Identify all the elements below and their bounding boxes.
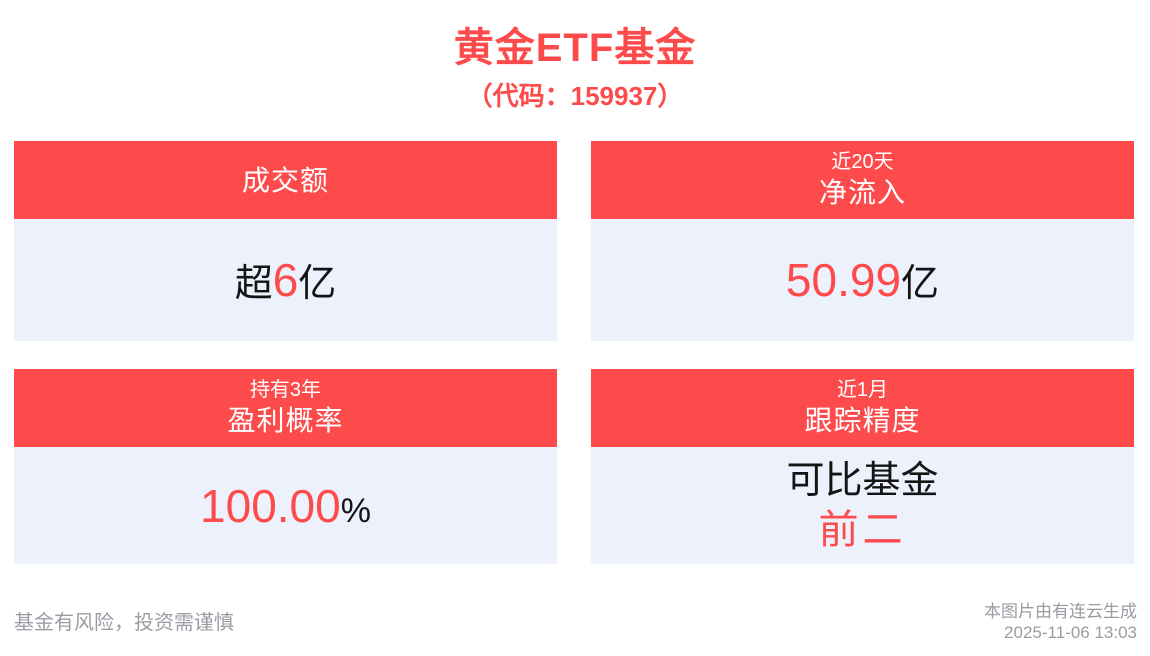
value-unit: 亿 xyxy=(298,263,337,305)
watermark-credit: 本图片由有连云生成 xyxy=(984,602,1137,621)
card-profit-probability-period: 持有3年 xyxy=(249,379,322,401)
card-profit-probability-body: 100.00% xyxy=(14,447,557,564)
card-tracking-accuracy-value-line2: 前二 xyxy=(819,510,907,550)
value-number: 50.99 xyxy=(785,254,902,306)
card-net-inflow: 近20天 净流入 50.99亿 xyxy=(591,141,1134,341)
card-profit-probability-value: 100.00% xyxy=(200,483,371,529)
card-profit-probability-header: 持有3年 盈利概率 xyxy=(14,369,557,447)
card-tracking-accuracy: 近1月 跟踪精度 可比基金 前二 xyxy=(591,369,1134,564)
value-number: 6 xyxy=(272,254,299,306)
card-turnover-body: 超6亿 xyxy=(14,219,557,341)
card-turnover: 成交额 超6亿 xyxy=(14,141,557,341)
value-unit: 亿 xyxy=(901,263,940,305)
value-prefix: 超 xyxy=(234,263,273,305)
page-title: 黄金ETF基金 xyxy=(453,26,697,70)
card-tracking-accuracy-value-line1: 可比基金 xyxy=(786,462,938,500)
value-rank: 前二 xyxy=(818,507,907,552)
card-net-inflow-period: 近20天 xyxy=(831,151,894,173)
card-profit-probability-title: 盈利概率 xyxy=(227,405,344,436)
value-unit: % xyxy=(340,491,371,530)
card-turnover-title: 成交额 xyxy=(241,164,329,196)
value-text: 可比基金 xyxy=(786,459,939,502)
page-subtitle: （代码：159937） xyxy=(466,81,684,111)
card-tracking-accuracy-body: 可比基金 前二 xyxy=(591,447,1134,564)
metric-cards-grid: 成交额 超6亿 近20天 净流入 50.99亿 持有3年 盈利概率 100.00… xyxy=(0,141,1150,564)
card-net-inflow-title: 净流入 xyxy=(818,177,906,208)
disclaimer-text: 基金有风险，投资需谨慎 xyxy=(14,612,234,634)
watermark: 本图片由有连云生成 2025-11-06 13:03 xyxy=(984,601,1137,643)
card-tracking-accuracy-title: 跟踪精度 xyxy=(804,405,921,436)
card-turnover-value: 超6亿 xyxy=(235,257,337,303)
card-tracking-accuracy-header: 近1月 跟踪精度 xyxy=(591,369,1134,447)
card-tracking-accuracy-period: 近1月 xyxy=(836,379,889,401)
card-net-inflow-value: 50.99亿 xyxy=(786,257,939,303)
card-turnover-header: 成交额 xyxy=(14,141,557,219)
watermark-timestamp: 2025-11-06 13:03 xyxy=(1004,623,1137,642)
card-net-inflow-header: 近20天 净流入 xyxy=(591,141,1134,219)
value-number: 100.00 xyxy=(200,479,341,532)
card-profit-probability: 持有3年 盈利概率 100.00% xyxy=(14,369,557,564)
card-net-inflow-body: 50.99亿 xyxy=(591,219,1134,341)
